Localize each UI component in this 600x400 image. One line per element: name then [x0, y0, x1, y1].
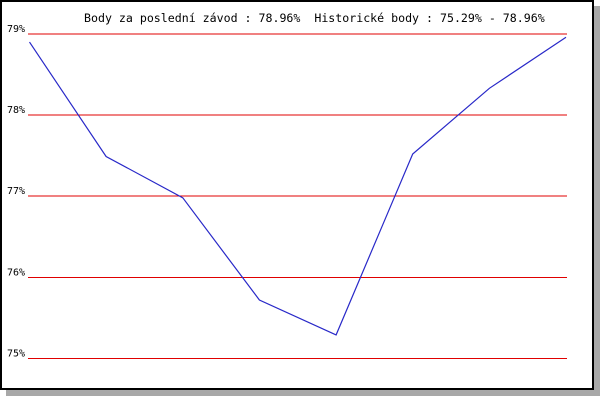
y-axis-label: 75% [7, 348, 25, 359]
y-axis-label: 78% [7, 105, 25, 116]
y-axis-label: 76% [7, 267, 25, 278]
line-chart: 79% 78% 77% 76% 75% [7, 24, 567, 359]
series-line [29, 36, 567, 336]
y-axis-label: 79% [7, 24, 25, 35]
chart-title: Body za poslední závod : 78.96% Historic… [84, 11, 545, 25]
y-axis-label: 77% [7, 186, 25, 197]
chart-panel: Body za poslední závod : 78.96% Historic… [0, 0, 594, 390]
